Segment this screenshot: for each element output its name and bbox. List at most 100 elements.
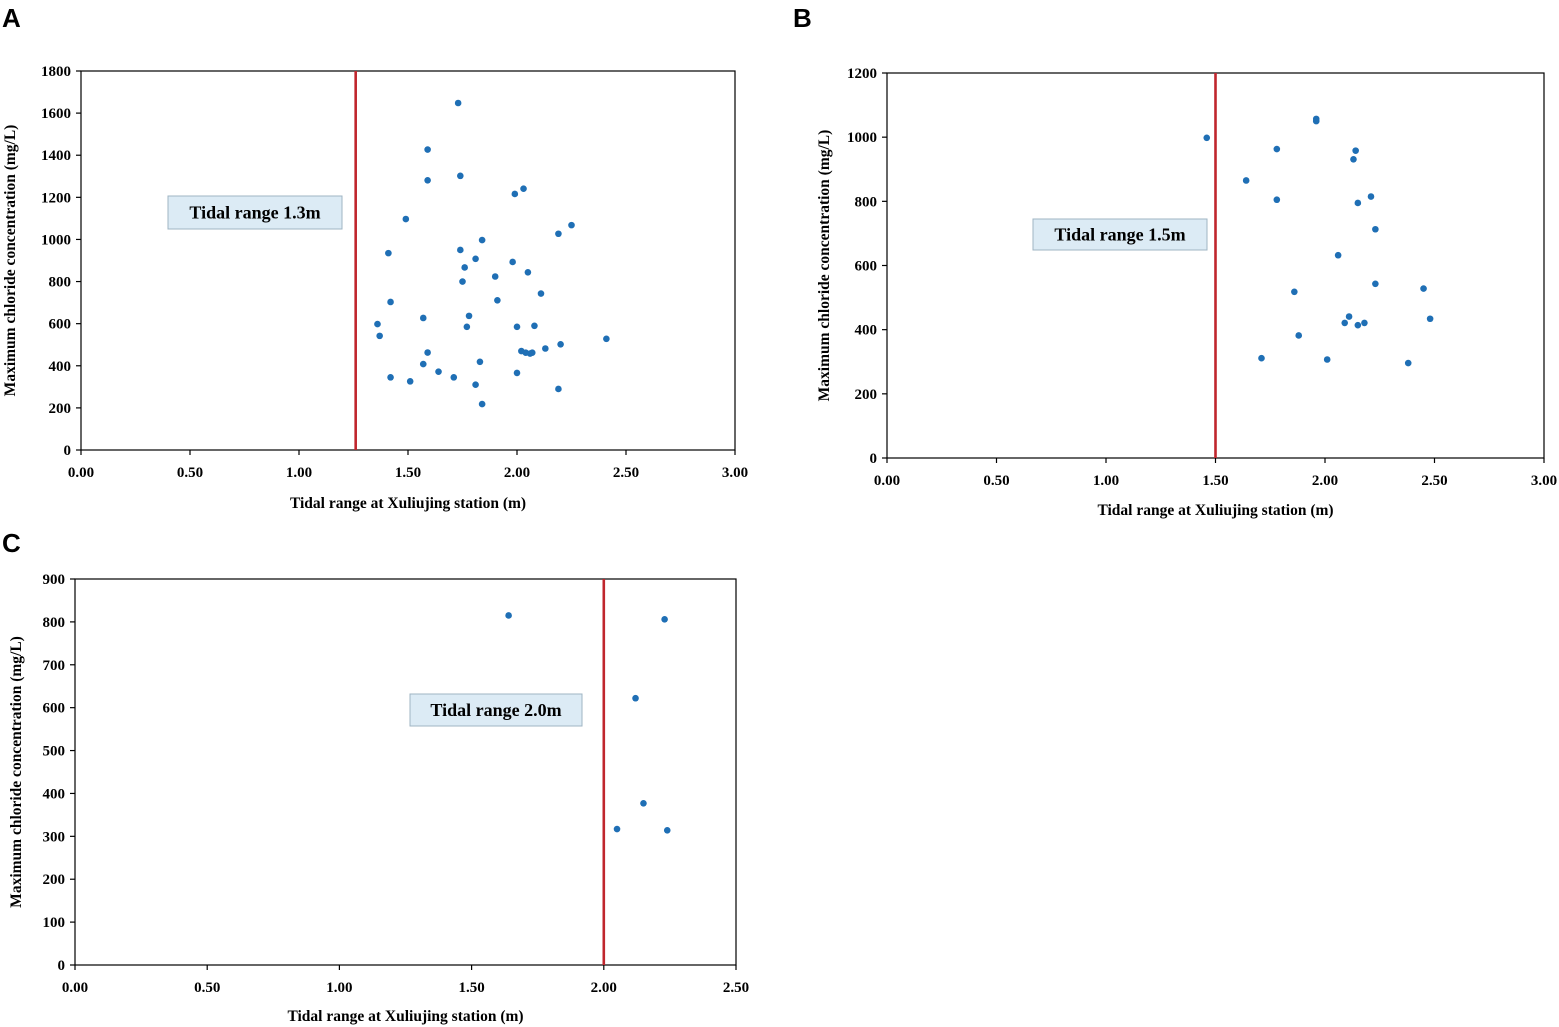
data-point xyxy=(632,694,639,702)
data-point xyxy=(463,323,471,331)
x-tick-label: 2.00 xyxy=(591,980,617,996)
y-tick-label: 1000 xyxy=(41,232,71,248)
data-point xyxy=(476,358,484,366)
data-point xyxy=(1273,145,1281,153)
data-point xyxy=(387,298,394,306)
data-point xyxy=(1420,285,1427,292)
annotation-box xyxy=(409,693,583,727)
data-point xyxy=(385,249,392,257)
data-point xyxy=(402,215,410,223)
x-tick-label: 0.50 xyxy=(983,473,1009,489)
y-axis-title: Maximum chloride concentration (mg/L) xyxy=(816,130,833,402)
y-tick-label: 1800 xyxy=(41,64,71,80)
data-point xyxy=(613,825,621,833)
data-point xyxy=(472,255,479,263)
annotation-label: Tidal range 2.0m xyxy=(430,700,561,720)
data-point xyxy=(1295,332,1303,339)
data-point xyxy=(524,268,532,276)
data-point xyxy=(1312,117,1320,125)
x-tick-label: 3.00 xyxy=(722,465,748,481)
data-point xyxy=(1354,321,1362,329)
data-point xyxy=(457,246,464,254)
data-point xyxy=(513,323,521,331)
data-point xyxy=(513,369,521,377)
x-tick-label: 0.00 xyxy=(68,465,94,481)
data-point xyxy=(603,335,610,343)
y-tick-label: 600 xyxy=(855,259,878,275)
y-tick-label: 100 xyxy=(43,915,66,931)
data-point xyxy=(509,258,516,266)
data-point xyxy=(1426,315,1434,323)
x-tick-label: 1.50 xyxy=(395,465,421,481)
y-tick-label: 900 xyxy=(43,572,66,588)
data-point xyxy=(568,221,575,229)
data-point xyxy=(1352,147,1359,154)
annotation-label: Tidal range 1.5m xyxy=(1054,225,1185,245)
y-tick-label: 200 xyxy=(49,401,72,417)
x-tick-label: 1.00 xyxy=(1093,473,1119,489)
y-tick-label: 1200 xyxy=(847,66,877,82)
y-tick-label: 600 xyxy=(43,701,66,717)
data-point xyxy=(555,385,562,393)
data-point xyxy=(1334,251,1342,259)
data-point xyxy=(450,374,458,381)
data-point xyxy=(528,349,536,357)
data-point xyxy=(1323,356,1331,363)
panel-letter-a: A xyxy=(2,3,21,33)
data-point xyxy=(424,146,431,153)
data-point xyxy=(1273,196,1281,204)
data-point xyxy=(555,230,562,238)
data-point xyxy=(505,612,512,619)
data-point xyxy=(461,264,468,271)
data-point xyxy=(465,312,473,320)
data-point xyxy=(1372,280,1379,288)
y-tick-label: 200 xyxy=(43,872,66,888)
y-tick-label: 800 xyxy=(43,615,66,631)
x-tick-label: 2.00 xyxy=(504,465,530,481)
plot-frame xyxy=(74,578,737,966)
y-tick-label: 800 xyxy=(49,275,72,291)
x-tick-label: 1.00 xyxy=(286,465,312,481)
x-tick-label: 3.00 xyxy=(1531,473,1557,489)
data-point xyxy=(1367,193,1375,200)
data-point xyxy=(491,273,499,280)
y-tick-label: 1600 xyxy=(41,106,71,122)
data-point xyxy=(1350,156,1357,163)
data-point xyxy=(387,374,394,381)
x-axis-title: Tidal range at Xuliujing station (m) xyxy=(287,1008,523,1025)
x-axis-title: Tidal range at Xuliujing station (m) xyxy=(290,495,526,512)
data-point xyxy=(1242,177,1250,184)
y-axis-title: Maximum chloride concentration (mg/L) xyxy=(2,125,19,397)
data-point xyxy=(457,172,464,180)
y-tick-label: 700 xyxy=(43,658,66,674)
y-tick-label: 0 xyxy=(58,958,66,974)
data-point xyxy=(1341,319,1349,327)
y-tick-label: 500 xyxy=(43,744,66,760)
data-point xyxy=(1258,354,1265,362)
data-point xyxy=(454,99,462,107)
annotation-box xyxy=(167,195,343,230)
y-axis-title: Maximum chloride concentration (mg/L) xyxy=(8,636,25,908)
panel-c: C 0 100 200 300 400 500 600 700 800 900 0.00 0.50 1.… xyxy=(2,528,749,1025)
x-tick-label: 2.50 xyxy=(613,465,639,481)
panel-a: A 0 200 400 600 800 1000 1200 1400 1600 1800 0.00 0… xyxy=(2,3,748,512)
x-tick-label: 0.50 xyxy=(194,980,220,996)
data-point xyxy=(494,296,501,304)
data-point xyxy=(478,400,486,408)
data-point xyxy=(640,800,647,807)
data-point xyxy=(537,290,545,297)
x-tick-label: 0.00 xyxy=(874,473,900,489)
y-tick-label: 0 xyxy=(870,451,878,467)
y-tick-label: 200 xyxy=(855,387,878,403)
x-axis-title: Tidal range at Xuliujing station (m) xyxy=(1097,502,1333,519)
x-tick-label: 0.50 xyxy=(177,465,203,481)
data-point xyxy=(406,378,414,385)
data-point xyxy=(1361,319,1368,327)
data-point xyxy=(1354,199,1362,207)
y-tick-label: 600 xyxy=(49,317,72,333)
panel-letter-b: B xyxy=(793,3,812,33)
data-point xyxy=(511,190,519,198)
y-tick-label: 1200 xyxy=(41,190,71,206)
y-tick-label: 300 xyxy=(43,829,66,845)
data-point xyxy=(419,314,427,322)
